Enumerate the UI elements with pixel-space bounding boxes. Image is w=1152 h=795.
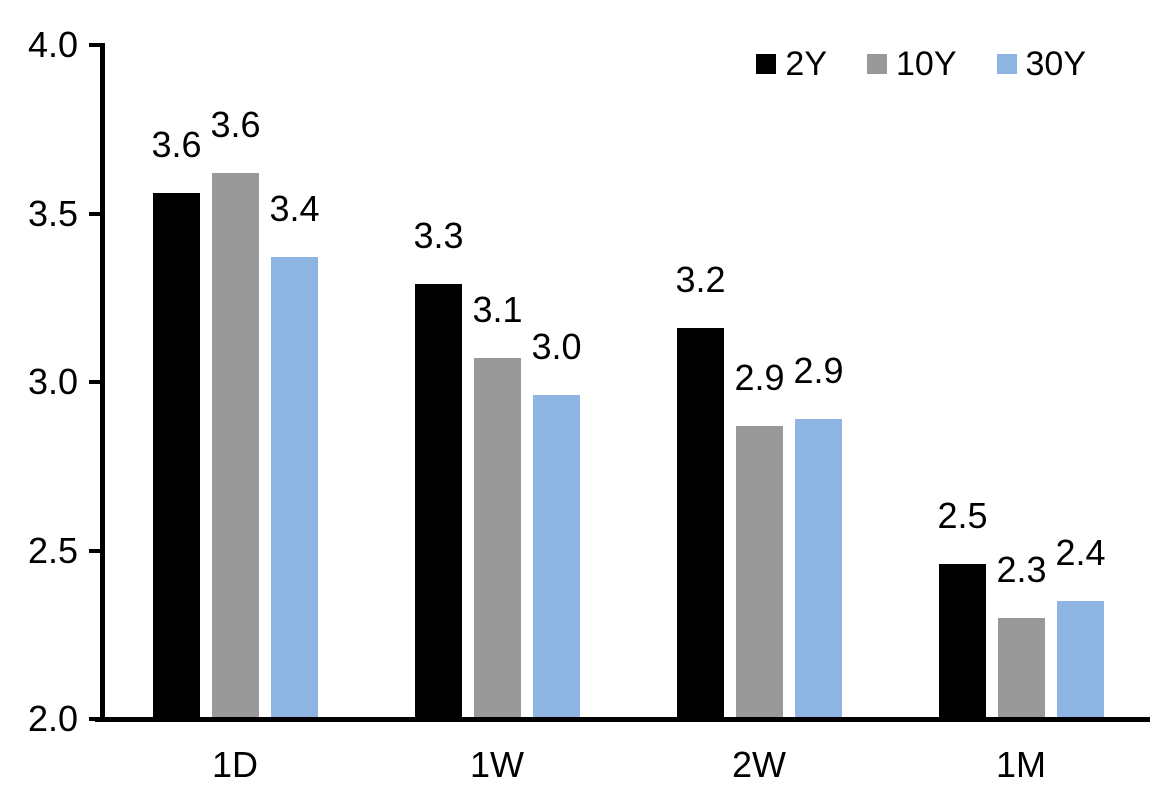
y-axis-line	[100, 43, 105, 722]
y-axis-tick-label: 2.0	[27, 698, 78, 739]
bar-value-label: 2.5	[937, 495, 988, 536]
x-axis-category-label: 1D	[211, 744, 259, 785]
bar-2Y-1D	[153, 193, 200, 719]
bar-2Y-1M	[939, 564, 986, 719]
bar-2Y-1W	[415, 284, 462, 719]
y-axis-tick-label: 4.0	[27, 24, 78, 65]
bar-value-label: 3.6	[151, 124, 202, 165]
y-axis-tick	[89, 380, 101, 384]
x-axis-category-label: 1W	[470, 744, 524, 785]
legend-label: 10Y	[896, 45, 957, 83]
bar-value-label: 3.1	[472, 289, 523, 330]
y-axis-tick-label: 3.0	[27, 361, 78, 402]
bar-value-label: 3.3	[413, 215, 464, 256]
legend-item-30Y: 30Y	[996, 45, 1087, 83]
bar-30Y-1D	[271, 257, 318, 719]
bar-2Y-2W	[677, 328, 724, 719]
bar-10Y-1M	[998, 618, 1045, 719]
legend-item-10Y: 10Y	[867, 46, 957, 82]
legend: 2Y 10Y 30Y	[756, 46, 1086, 82]
bar-10Y-1W	[474, 358, 521, 719]
bar-value-label: 2.4	[1055, 532, 1106, 573]
bar-value-label: 2.9	[793, 350, 844, 391]
y-axis-tick	[89, 549, 101, 553]
bar-10Y-2W	[736, 426, 783, 719]
legend-swatch-2Y	[756, 54, 777, 74]
bar-30Y-1W	[533, 395, 580, 719]
y-axis-tick-label: 3.5	[27, 193, 78, 234]
legend-swatch-30Y	[996, 54, 1017, 74]
y-axis-tick-label: 2.5	[27, 530, 78, 571]
x-axis-line	[95, 717, 1150, 722]
bar-30Y-1M	[1057, 601, 1104, 719]
bar-value-label: 3.2	[675, 259, 726, 300]
legend-label: 30Y	[1025, 45, 1087, 83]
bar-value-label: 3.6	[210, 104, 261, 145]
bar-30Y-2W	[795, 419, 842, 719]
bar-value-label: 2.9	[734, 357, 785, 398]
y-axis-tick	[89, 212, 101, 216]
bar-10Y-1D	[212, 173, 259, 719]
bar-value-label: 3.0	[531, 326, 582, 367]
legend-swatch-10Y	[867, 54, 887, 74]
legend-label: 2Y	[785, 45, 827, 83]
bar-value-label: 2.3	[996, 549, 1047, 590]
x-axis-category-label: 2W	[732, 744, 786, 785]
x-axis-category-label: 1M	[995, 744, 1046, 785]
legend-item-2Y: 2Y	[756, 46, 827, 82]
y-axis-tick	[89, 43, 101, 47]
bar-value-label: 3.4	[269, 188, 320, 229]
